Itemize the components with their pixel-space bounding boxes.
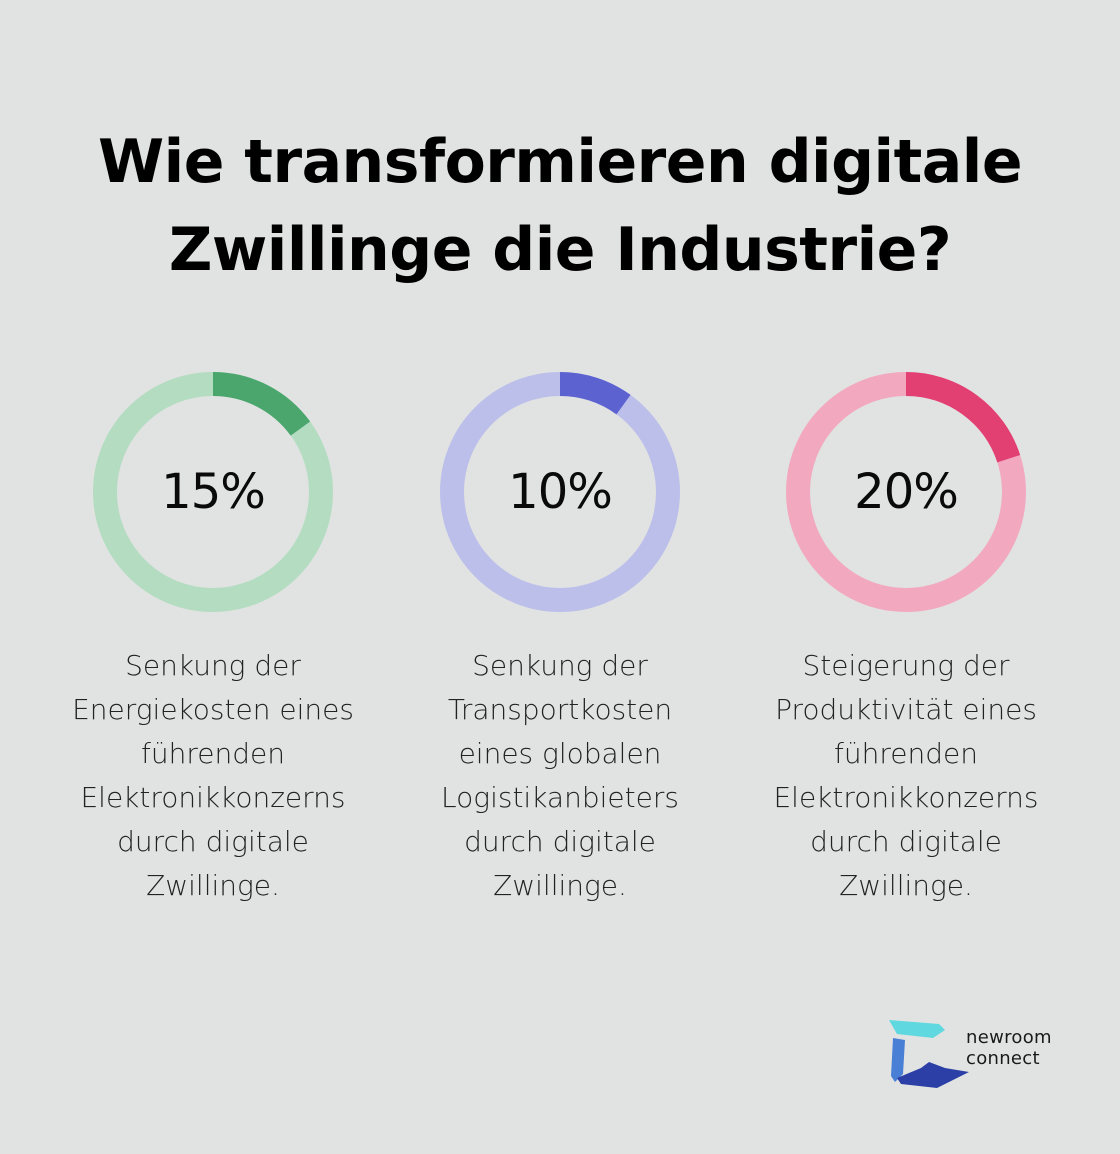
donut-percent-label-productivity: 20%: [854, 464, 959, 520]
description-line: Produktivität eines: [775, 693, 1037, 726]
newroom-connect-logo: newroom connect: [887, 1018, 1067, 1092]
description-line: Zwillinge.: [493, 869, 627, 902]
logo-wordmark: newroom connect: [966, 1027, 1052, 1069]
logo-shape-top: [889, 1020, 945, 1038]
stat-description-energy: Senkung der Energiekosten eines führende…: [63, 644, 363, 908]
description-line: durch digitale: [117, 825, 309, 858]
title-line-2: Zwillinge die Industrie?: [168, 215, 952, 285]
description-line: Logistikanbieters: [441, 781, 679, 814]
donut-percent-label-energy: 15%: [161, 464, 266, 520]
description-line: Energiekosten eines: [72, 693, 354, 726]
description-line: Elektronikkonzerns: [80, 781, 346, 814]
title-line-1: Wie transformieren digitale: [97, 127, 1023, 197]
description-line: führenden: [834, 737, 978, 770]
logo-mark-icon: [889, 1020, 969, 1088]
description-line: durch digitale: [464, 825, 656, 858]
description-line: Zwillinge.: [839, 869, 973, 902]
donut-svg-energy: [93, 372, 333, 612]
donut-svg-transport: [440, 372, 680, 612]
donut-svg-productivity: [786, 372, 1026, 612]
logo-shape-left: [891, 1038, 905, 1082]
page-title: Wie transformieren digitale Zwillinge di…: [0, 118, 1120, 294]
logo-text-line-1: newroom: [966, 1027, 1052, 1048]
description-line: Steigerung der: [802, 649, 1010, 682]
description-line: Elektronikkonzerns: [773, 781, 1039, 814]
description-line: führenden: [141, 737, 285, 770]
donut-value-arc-energy: [93, 372, 333, 612]
description-line: eines globalen: [458, 737, 662, 770]
description-line: Senkung der: [125, 649, 301, 682]
logo-shape-bottom: [897, 1062, 969, 1088]
logo-text-line-2: connect: [966, 1048, 1040, 1069]
donut-chart-transport: 10%: [440, 372, 680, 612]
donut-chart-energy: 15%: [93, 372, 333, 612]
donut-chart-productivity: 20%: [786, 372, 1026, 612]
description-line: Zwillinge.: [146, 869, 280, 902]
donut-value-arc-transport: [440, 372, 680, 612]
donut-value-arc-productivity: [786, 372, 1026, 612]
description-line: durch digitale: [810, 825, 1002, 858]
stat-description-productivity: Steigerung der Produktivität eines führe…: [756, 644, 1056, 908]
stat-description-transport: Senkung der Transportkosten eines global…: [410, 644, 710, 908]
donut-percent-label-transport: 10%: [508, 464, 613, 520]
description-line: Senkung der: [472, 649, 648, 682]
description-line: Transportkosten: [447, 693, 673, 726]
